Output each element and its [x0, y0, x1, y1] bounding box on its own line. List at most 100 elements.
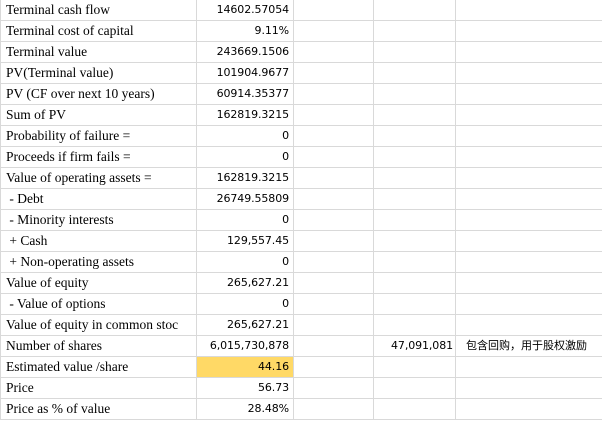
cell-empty[interactable]: [294, 336, 374, 357]
cell-value[interactable]: 0: [197, 126, 294, 147]
cell-label[interactable]: Proceeds if firm fails =: [0, 147, 197, 168]
cell-value[interactable]: 0: [197, 210, 294, 231]
cell-value[interactable]: 56.73: [197, 378, 294, 399]
cell-label[interactable]: Value of equity: [0, 273, 197, 294]
cell-value[interactable]: 162819.3215: [197, 168, 294, 189]
cell-empty[interactable]: [374, 84, 456, 105]
cell-label[interactable]: Terminal value: [0, 42, 197, 63]
cell-empty[interactable]: [294, 252, 374, 273]
cell-empty[interactable]: [374, 189, 456, 210]
cell-empty[interactable]: [294, 21, 374, 42]
cell-empty[interactable]: [374, 399, 456, 420]
cell-value[interactable]: 9.11%: [197, 21, 294, 42]
cell-empty[interactable]: [374, 294, 456, 315]
cell-value-highlighted[interactable]: 44.16: [197, 357, 294, 378]
cell-empty[interactable]: [456, 189, 602, 210]
cell-empty[interactable]: [456, 105, 602, 126]
cell-empty[interactable]: [456, 294, 602, 315]
cell-empty[interactable]: [456, 210, 602, 231]
cell-empty[interactable]: [456, 21, 602, 42]
cell-empty[interactable]: [294, 189, 374, 210]
cell-empty[interactable]: [456, 42, 602, 63]
cell-label[interactable]: Probability of failure =: [0, 126, 197, 147]
cell-label[interactable]: Estimated value /share: [0, 357, 197, 378]
cell-empty[interactable]: [456, 63, 602, 84]
cell-empty[interactable]: [374, 357, 456, 378]
cell-label[interactable]: Number of shares: [0, 336, 197, 357]
cell-empty[interactable]: [294, 42, 374, 63]
cell-empty[interactable]: [374, 378, 456, 399]
cell-empty[interactable]: [294, 126, 374, 147]
cell-empty[interactable]: [294, 357, 374, 378]
cell-empty[interactable]: [374, 0, 456, 21]
cell-value[interactable]: 162819.3215: [197, 105, 294, 126]
cell-empty[interactable]: [294, 294, 374, 315]
cell-empty[interactable]: [294, 105, 374, 126]
cell-empty[interactable]: [294, 0, 374, 21]
cell-empty[interactable]: [294, 147, 374, 168]
cell-label[interactable]: - Minority interests: [0, 210, 197, 231]
cell-empty[interactable]: [374, 252, 456, 273]
cell-label[interactable]: + Non-operating assets: [0, 252, 197, 273]
cell-empty[interactable]: [294, 63, 374, 84]
cell-empty[interactable]: [294, 168, 374, 189]
cell-label[interactable]: PV (CF over next 10 years): [0, 84, 197, 105]
cell-label[interactable]: Value of equity in common stoc: [0, 315, 197, 336]
cell-empty[interactable]: [374, 105, 456, 126]
cell-empty[interactable]: [456, 168, 602, 189]
cell-empty[interactable]: [374, 210, 456, 231]
cell-empty[interactable]: [456, 84, 602, 105]
cell-label[interactable]: + Cash: [0, 231, 197, 252]
cell-value[interactable]: 265,627.21: [197, 315, 294, 336]
cell-empty[interactable]: [456, 126, 602, 147]
cell-shares-note-text[interactable]: 包含回购，用于股权激励: [456, 336, 602, 357]
cell-empty[interactable]: [456, 252, 602, 273]
cell-value[interactable]: 0: [197, 252, 294, 273]
cell-value[interactable]: 101904.9677: [197, 63, 294, 84]
cell-label[interactable]: Sum of PV: [0, 105, 197, 126]
cell-empty[interactable]: [374, 21, 456, 42]
cell-label[interactable]: Price: [0, 378, 197, 399]
cell-label[interactable]: Terminal cost of capital: [0, 21, 197, 42]
cell-empty[interactable]: [374, 231, 456, 252]
cell-label[interactable]: PV(Terminal value): [0, 63, 197, 84]
cell-value[interactable]: 0: [197, 294, 294, 315]
cell-empty[interactable]: [374, 315, 456, 336]
cell-shares-note-number[interactable]: 47,091,081: [374, 336, 456, 357]
cell-label[interactable]: Value of operating assets =: [0, 168, 197, 189]
cell-label[interactable]: - Value of options: [0, 294, 197, 315]
cell-value[interactable]: 243669.1506: [197, 42, 294, 63]
cell-value[interactable]: 60914.35377: [197, 84, 294, 105]
cell-value[interactable]: 265,627.21: [197, 273, 294, 294]
cell-empty[interactable]: [374, 168, 456, 189]
cell-empty[interactable]: [456, 231, 602, 252]
cell-empty[interactable]: [456, 0, 602, 21]
cell-label[interactable]: Price as % of value: [0, 399, 197, 420]
cell-empty[interactable]: [374, 126, 456, 147]
cell-value[interactable]: 28.48%: [197, 399, 294, 420]
cell-empty[interactable]: [456, 273, 602, 294]
cell-empty[interactable]: [294, 231, 374, 252]
cell-empty[interactable]: [294, 84, 374, 105]
cell-empty[interactable]: [374, 42, 456, 63]
cell-value[interactable]: 0: [197, 147, 294, 168]
cell-label[interactable]: - Debt: [0, 189, 197, 210]
cell-empty[interactable]: [456, 378, 602, 399]
cell-empty[interactable]: [374, 63, 456, 84]
cell-empty[interactable]: [456, 357, 602, 378]
cell-value[interactable]: 14602.57054: [197, 0, 294, 21]
cell-empty[interactable]: [374, 273, 456, 294]
cell-value[interactable]: 129,557.45: [197, 231, 294, 252]
cell-empty[interactable]: [294, 210, 374, 231]
cell-empty[interactable]: [294, 378, 374, 399]
cell-value[interactable]: 6,015,730,878: [197, 336, 294, 357]
cell-empty[interactable]: [294, 273, 374, 294]
cell-value[interactable]: 26749.55809: [197, 189, 294, 210]
cell-label[interactable]: Terminal cash flow: [0, 0, 197, 21]
cell-empty[interactable]: [374, 147, 456, 168]
cell-empty[interactable]: [456, 147, 602, 168]
cell-empty[interactable]: [456, 315, 602, 336]
cell-empty[interactable]: [294, 315, 374, 336]
cell-empty[interactable]: [294, 399, 374, 420]
cell-empty[interactable]: [456, 399, 602, 420]
